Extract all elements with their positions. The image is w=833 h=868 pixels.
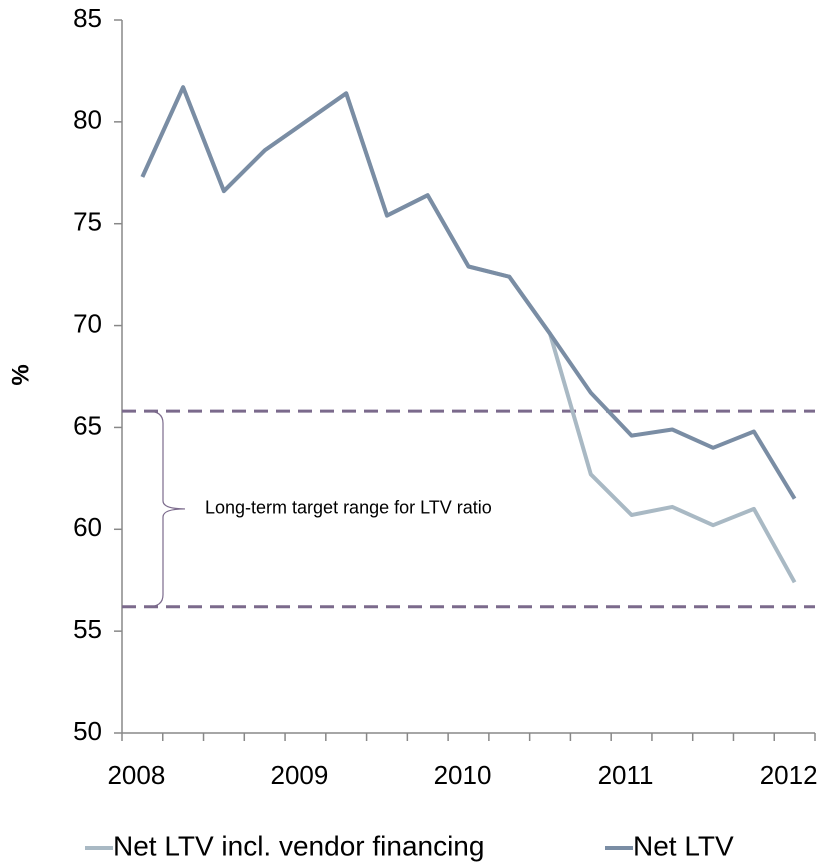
y-axis-label: % <box>7 364 34 385</box>
x-tick-label: 2008 <box>107 760 165 790</box>
x-tick-label: 2012 <box>760 760 818 790</box>
legend-label: Net LTV incl. vendor financing <box>113 830 484 861</box>
series-line <box>140 85 797 500</box>
y-tick-label: 65 <box>73 410 102 440</box>
y-tick-label: 55 <box>73 614 102 644</box>
legend-label: Net LTV <box>633 830 734 861</box>
y-tick-label: 70 <box>73 308 102 338</box>
x-tick-label: 2010 <box>434 760 492 790</box>
y-tick-label: 60 <box>73 512 102 542</box>
y-tick-label: 75 <box>73 207 102 237</box>
y-tick-label: 50 <box>73 716 102 746</box>
annotation: Long-term target range for LTV ratio <box>205 498 492 518</box>
y-tick-label: 80 <box>73 105 102 135</box>
x-tick-label: 2009 <box>271 760 329 790</box>
bracket <box>147 410 186 608</box>
x-tick-label: 2011 <box>598 760 654 790</box>
y-tick-label: 85 <box>73 3 102 33</box>
